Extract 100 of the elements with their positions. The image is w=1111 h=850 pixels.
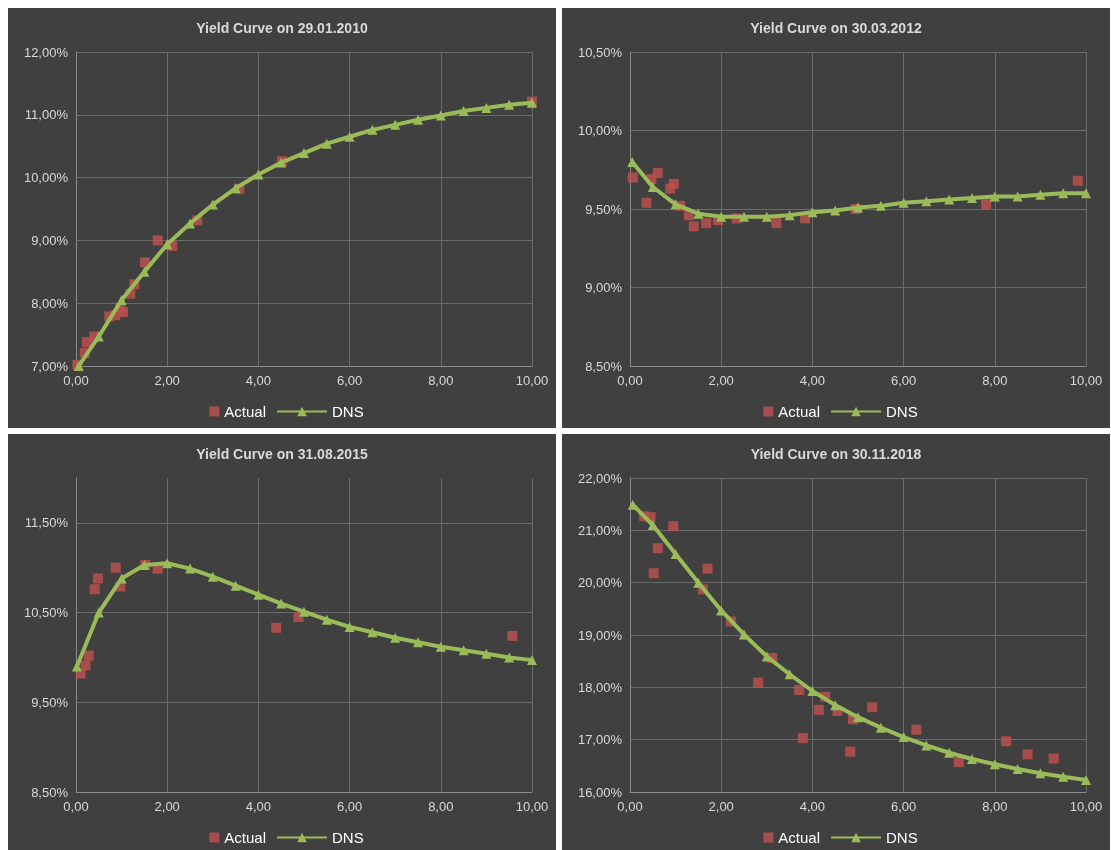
point	[784, 669, 795, 680]
point	[71, 661, 82, 672]
point	[413, 637, 423, 648]
point	[390, 632, 401, 643]
point	[162, 558, 173, 569]
point	[152, 235, 163, 246]
x-tick-label: 8,00	[982, 373, 1008, 388]
y-tick-label: 9,00%	[585, 280, 623, 295]
x-tick-label: 4,00	[799, 799, 826, 814]
chart-title: Yield Curve on 31.08.2015	[196, 446, 368, 462]
point	[413, 114, 423, 125]
point	[761, 651, 772, 662]
y-tick-label: 8,50%	[585, 358, 623, 374]
x-tick-label: 6,00	[336, 373, 363, 388]
point	[276, 598, 287, 609]
point	[1012, 763, 1023, 774]
point	[771, 218, 782, 229]
point	[1072, 175, 1083, 186]
y-tick-label: 8,50%	[31, 784, 69, 800]
point	[207, 571, 218, 582]
y-tick-label: 21,00%	[577, 522, 623, 538]
x-tick-label: 2,00	[154, 799, 180, 814]
y-tick-label: 18,00%	[577, 679, 623, 695]
y-tick-label: 7,00%	[31, 358, 69, 374]
point	[989, 191, 1000, 202]
point	[507, 630, 518, 641]
point	[784, 210, 795, 221]
point	[344, 621, 355, 632]
point	[921, 196, 932, 207]
x-tick-label: 4,00	[799, 373, 826, 388]
point	[504, 652, 515, 663]
point	[435, 641, 446, 652]
point	[739, 211, 749, 222]
point	[1012, 191, 1023, 202]
x-tick-label: 8,00	[428, 373, 454, 388]
y-tick-label: 12,00%	[23, 44, 69, 60]
point	[652, 543, 663, 554]
point	[981, 199, 992, 210]
chart-title: Yield Curve on 30.11.2018	[750, 446, 922, 462]
point	[911, 724, 922, 735]
point	[898, 197, 909, 208]
point	[1035, 768, 1046, 779]
point	[83, 650, 94, 661]
y-tick-label: 11,50%	[24, 515, 69, 531]
x-tick-label: 8,00	[982, 799, 1008, 814]
x-tick-label: 4,00	[245, 373, 272, 388]
point	[435, 110, 446, 121]
x-tick-label: 0,00	[617, 373, 643, 388]
legend-label: Actual	[224, 829, 267, 846]
point	[627, 172, 638, 183]
point	[458, 645, 469, 656]
point	[367, 124, 378, 135]
x-tick-label: 2,00	[708, 373, 734, 388]
y-tick-label: 9,00%	[31, 232, 69, 248]
point	[504, 99, 515, 110]
y-tick-label: 17,00%	[577, 732, 623, 748]
point	[797, 733, 808, 744]
point	[321, 614, 332, 625]
point	[116, 573, 127, 584]
y-tick-label: 10,00%	[23, 170, 69, 186]
point	[110, 562, 121, 573]
legend-label: DNS	[886, 829, 918, 846]
point	[367, 627, 378, 638]
y-tick-label: 9,50%	[585, 201, 623, 217]
point	[321, 138, 332, 149]
point	[390, 119, 401, 130]
point	[1001, 736, 1012, 747]
x-tick-label: 6,00	[890, 373, 917, 388]
point	[344, 131, 355, 142]
y-tick-label: 22,00%	[577, 470, 623, 486]
point	[1058, 771, 1069, 782]
point	[944, 747, 955, 758]
point	[670, 199, 681, 210]
x-tick-label: 0,00	[617, 799, 643, 814]
point	[875, 200, 886, 211]
point	[481, 648, 492, 659]
point	[1035, 189, 1046, 200]
point	[989, 759, 1000, 770]
point	[271, 622, 282, 633]
y-tick-label: 10,50%	[577, 44, 623, 60]
point	[693, 208, 704, 219]
x-tick-label: 10,00	[1069, 373, 1103, 388]
legend-label: DNS	[886, 403, 918, 420]
x-tick-label: 8,00	[428, 799, 454, 814]
y-tick-label: 8,00%	[31, 295, 69, 311]
point	[668, 521, 679, 532]
point	[648, 568, 659, 579]
point	[702, 563, 713, 574]
point	[794, 684, 805, 695]
point	[753, 677, 764, 688]
chart-title: Yield Curve on 29.01.2010	[196, 20, 368, 36]
x-tick-label: 2,00	[708, 799, 734, 814]
x-tick-label: 0,00	[63, 799, 89, 814]
point	[853, 712, 863, 723]
point	[807, 686, 818, 696]
point	[1081, 188, 1091, 199]
y-tick-label: 20,00%	[577, 575, 623, 591]
point	[688, 221, 699, 232]
point	[117, 306, 128, 317]
chart-title: Yield Curve on 30.03.2012	[750, 20, 922, 36]
